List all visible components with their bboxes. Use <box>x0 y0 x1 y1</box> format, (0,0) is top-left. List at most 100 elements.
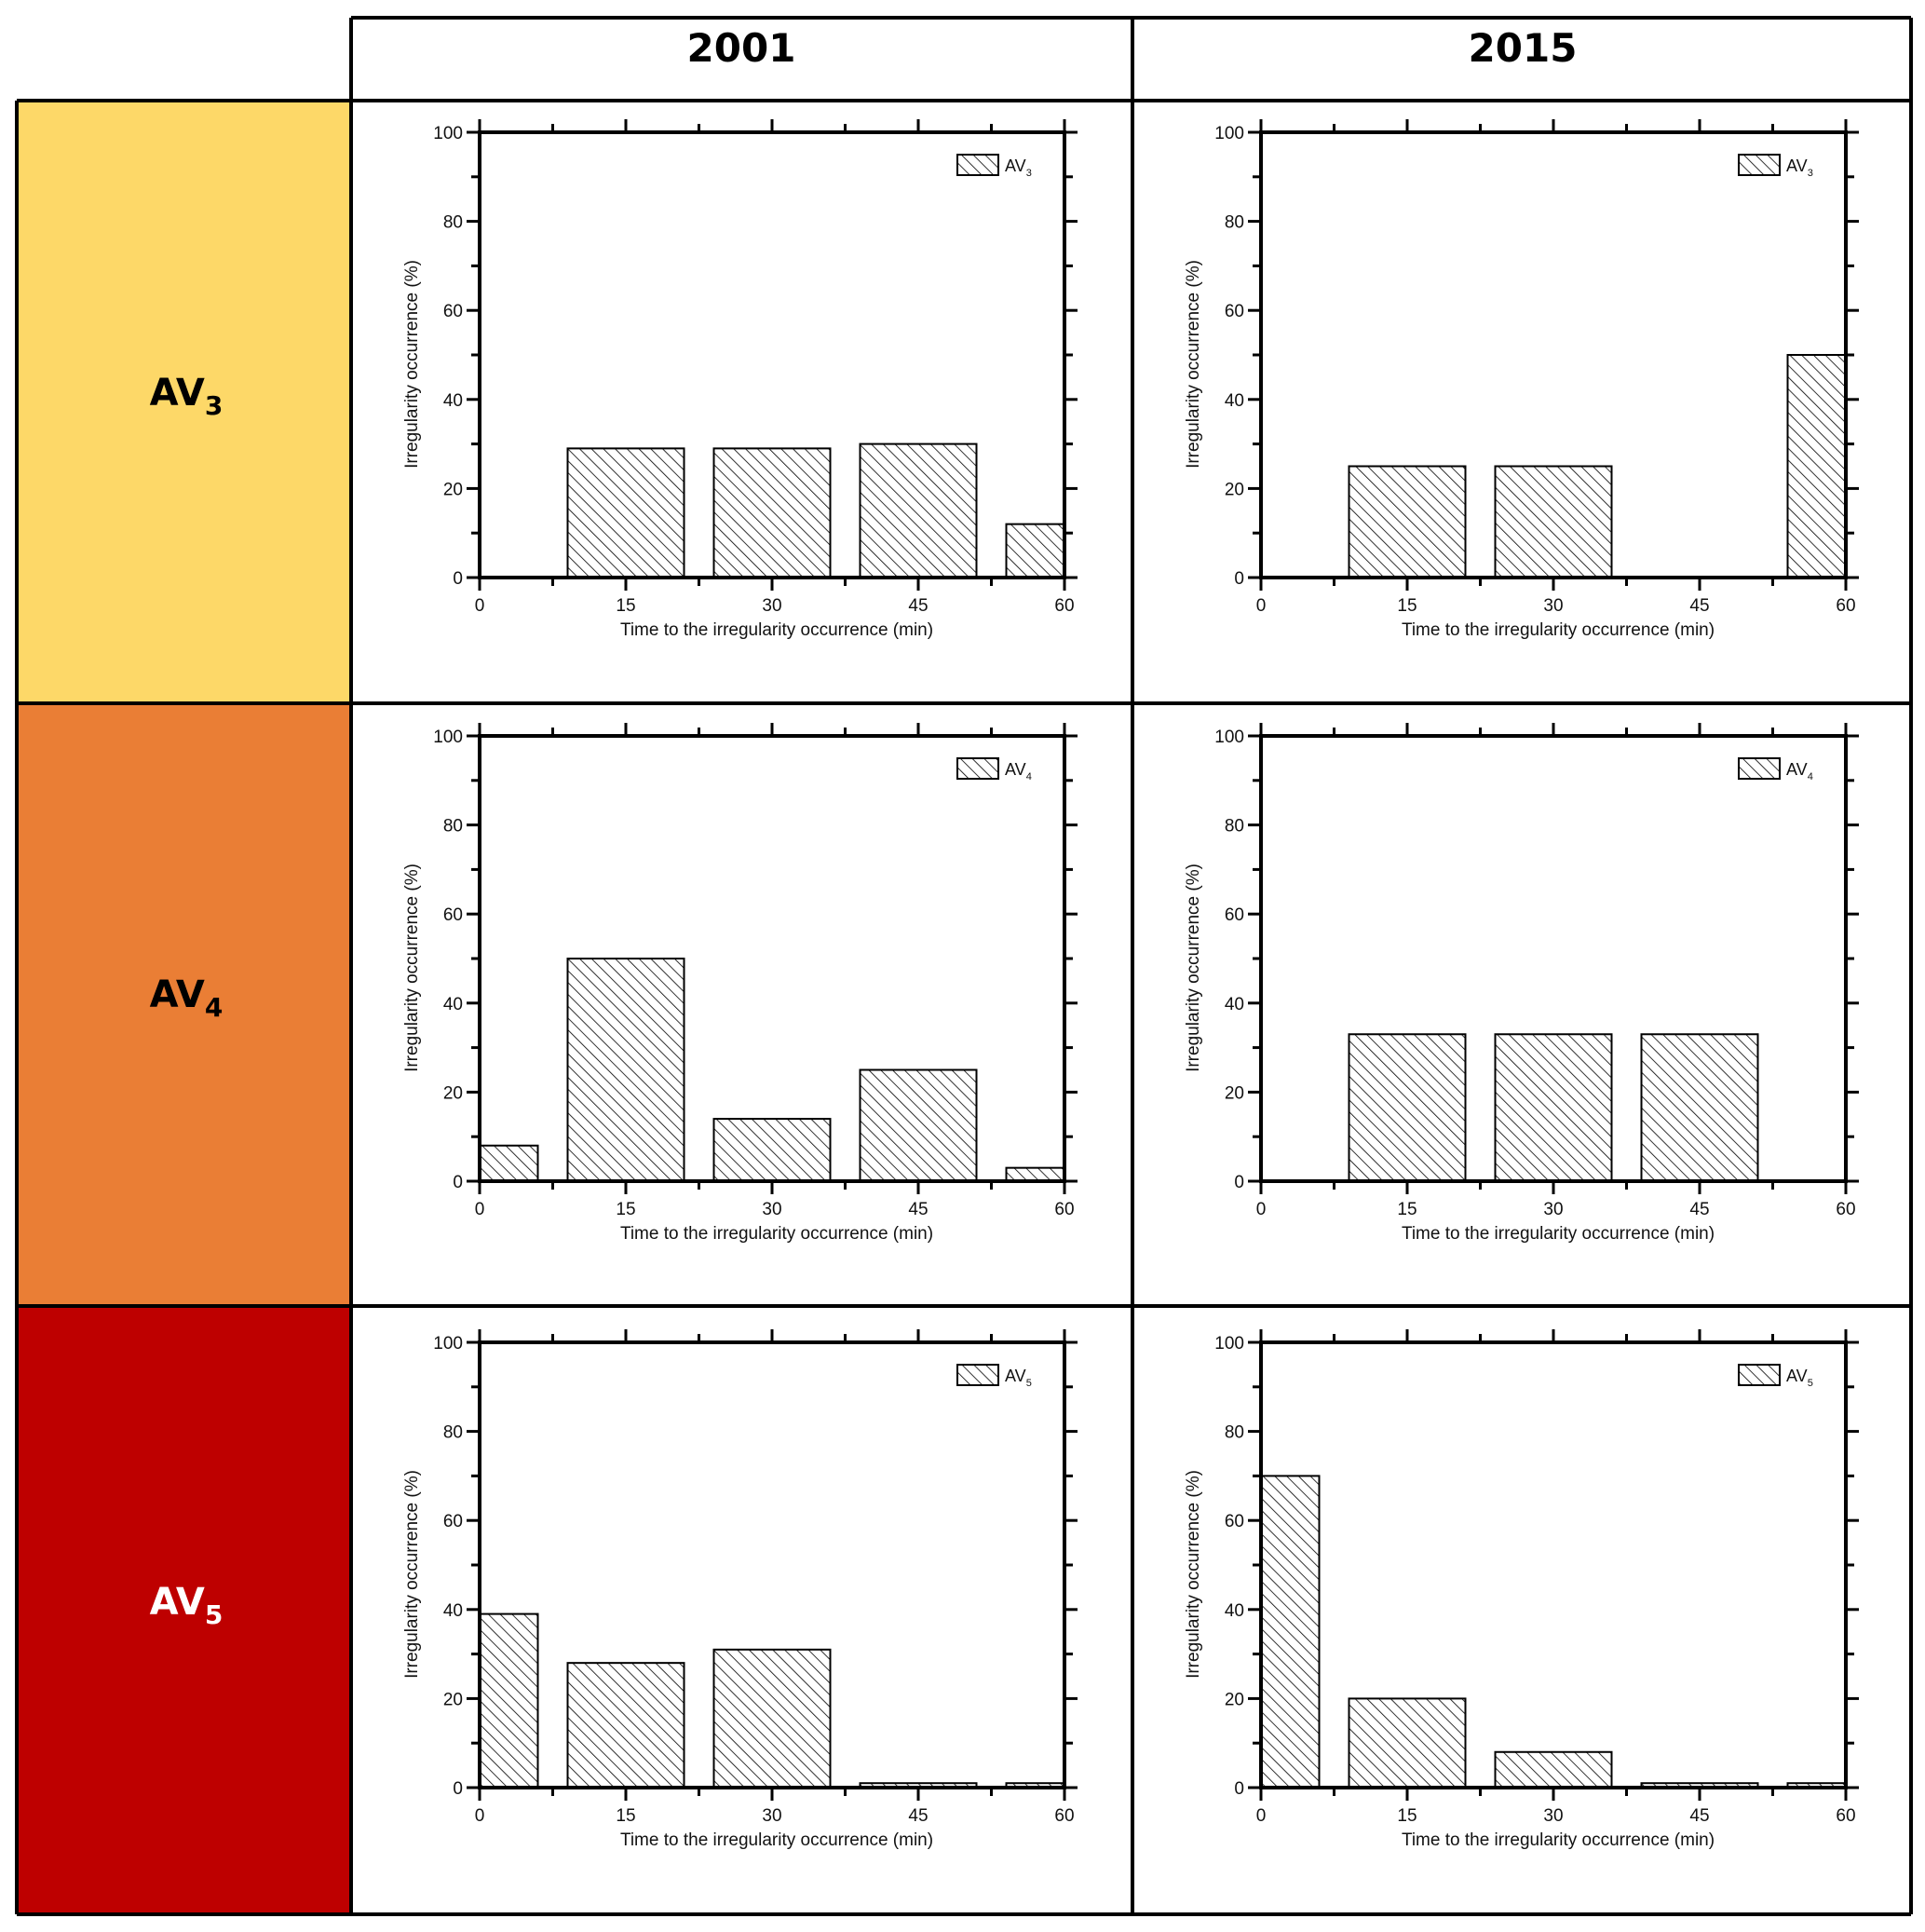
legend-swatch-av3-2001 <box>956 154 999 176</box>
bar-av3-2001-15 <box>566 447 685 578</box>
legend-label-sub-av5-2001: 5 <box>1026 1378 1032 1389</box>
bar-av5-2015-30 <box>1494 1750 1613 1789</box>
y-tick-label-av4-2001-100: 100 <box>433 728 463 747</box>
x-tick-label-av4-2015-45: 45 <box>1689 1200 1709 1219</box>
chart-av5-2001: 0 20 40 60 80 100 0 15 30 45 60 Time to the irregul… <box>402 1329 1078 1850</box>
row-label-av5: AV5 <box>150 1581 224 1630</box>
legend-label-sub-av5-2015: 5 <box>1808 1378 1813 1389</box>
row-label-cell-av3 <box>17 101 351 703</box>
y-tick-label-av3-2015-80: 80 <box>1225 213 1244 233</box>
legend-label-main-av5-2015: AV <box>1786 1367 1808 1385</box>
bar-av3-2015-15 <box>1348 465 1467 578</box>
x-axis-title-av4-2001: Time to the irregularity occurrence (min… <box>620 1224 933 1244</box>
legend-swatch-av5-2015 <box>1738 1364 1781 1386</box>
legend-label-main-av4-2015: AV <box>1786 760 1808 779</box>
x-tick-label-av3-2015-30: 30 <box>1543 596 1563 616</box>
x-tick-label-av5-2001-15: 15 <box>616 1806 635 1826</box>
y-tick-label-av3-2015-40: 40 <box>1225 391 1244 411</box>
x-tick-label-av5-2001-0: 0 <box>475 1806 485 1826</box>
bar-av3-2001-45 <box>859 442 978 578</box>
legend-label-main-av5-2001: AV <box>1005 1367 1026 1385</box>
x-tick-label-av4-2001-30: 30 <box>762 1200 781 1219</box>
row-label-av4-main: AV <box>150 973 205 1016</box>
x-tick-label-av3-2001-15: 15 <box>616 596 635 616</box>
bar-av3-2015-60 <box>1786 354 1847 578</box>
x-axis-title-av5-2015: Time to the irregularity occurrence (min… <box>1402 1830 1715 1850</box>
y-tick-label-av4-2001-20: 20 <box>443 1083 463 1103</box>
y-tick-label-av5-2001-60: 60 <box>443 1512 463 1531</box>
legend-label-av3-2015: AV3 <box>1786 156 1813 179</box>
x-tick-label-av5-2015-30: 30 <box>1543 1806 1563 1826</box>
row-label-av3-main: AV <box>150 372 205 415</box>
x-axis-title-av5-2001: Time to the irregularity occurrence (min… <box>620 1830 933 1850</box>
y-tick-label-av5-2001-80: 80 <box>443 1423 463 1443</box>
y-axis-title-av4-2015: Irregularity occurrence (%) <box>1184 864 1203 1072</box>
y-tick-label-av4-2015-80: 80 <box>1225 817 1244 837</box>
x-axis-title-av4-2015: Time to the irregularity occurrence (min… <box>1402 1224 1715 1244</box>
legend-label-main-av4-2001: AV <box>1005 760 1026 779</box>
y-tick-label-av3-2001-80: 80 <box>443 213 463 233</box>
row-label-av3: AV3 <box>150 372 224 421</box>
y-tick-label-av4-2015-0: 0 <box>1234 1173 1244 1192</box>
row-label-av5-sub: 5 <box>205 1599 223 1630</box>
x-tick-label-av4-2001-0: 0 <box>475 1200 485 1219</box>
bar-av4-2015-30 <box>1494 1033 1613 1183</box>
bar-av5-2001-0 <box>479 1612 539 1789</box>
bar-av4-2001-0 <box>479 1144 539 1183</box>
y-tick-label-av3-2001-100: 100 <box>433 124 463 143</box>
y-axis-title-av3-2001: Irregularity occurrence (%) <box>402 260 422 469</box>
y-tick-label-av5-2001-100: 100 <box>433 1334 463 1354</box>
x-tick-label-av4-2015-15: 15 <box>1397 1200 1417 1219</box>
row-label-av4-sub: 4 <box>205 992 223 1023</box>
row-label-cell-av4 <box>17 703 351 1306</box>
y-axis-title-av4-2001: Irregularity occurrence (%) <box>402 864 422 1072</box>
y-tick-label-av4-2015-20: 20 <box>1225 1083 1244 1103</box>
legend-swatch-av3-2015 <box>1738 154 1781 176</box>
legend-swatch-av5-2001 <box>956 1364 999 1386</box>
legend-label-sub-av3-2015: 3 <box>1808 168 1813 179</box>
y-tick-label-av5-2015-0: 0 <box>1234 1779 1244 1799</box>
y-tick-label-av5-2015-60: 60 <box>1225 1512 1244 1531</box>
y-tick-label-av3-2001-40: 40 <box>443 391 463 411</box>
x-axis-title-av3-2015: Time to the irregularity occurrence (min… <box>1402 620 1715 640</box>
chart-av3-2001: 0 20 40 60 80 100 0 15 30 45 60 Time to the irregul… <box>402 119 1078 640</box>
bar-av4-2001-60 <box>1005 1166 1065 1183</box>
x-tick-label-av3-2015-15: 15 <box>1397 596 1417 616</box>
legend-label-av4-2001: AV4 <box>1005 760 1032 782</box>
x-tick-label-av5-2001-60: 60 <box>1054 1806 1074 1826</box>
y-tick-label-av5-2001-20: 20 <box>443 1690 463 1709</box>
y-tick-label-av4-2001-80: 80 <box>443 817 463 837</box>
y-tick-label-av4-2001-40: 40 <box>443 995 463 1014</box>
y-tick-label-av3-2001-60: 60 <box>443 302 463 321</box>
y-tick-label-av3-2015-100: 100 <box>1214 124 1244 143</box>
y-axis-title-av5-2001: Irregularity occurrence (%) <box>402 1470 422 1679</box>
legend-swatch-av4-2001 <box>956 757 999 780</box>
y-tick-label-av5-2015-80: 80 <box>1225 1423 1244 1443</box>
x-tick-label-av4-2001-45: 45 <box>908 1200 928 1219</box>
bar-av4-2001-30 <box>712 1118 832 1182</box>
y-tick-label-av5-2001-40: 40 <box>443 1601 463 1621</box>
legend-label-main-av3-2001: AV <box>1005 156 1026 175</box>
y-tick-label-av3-2015-60: 60 <box>1225 302 1244 321</box>
x-tick-label-av4-2015-60: 60 <box>1836 1200 1855 1219</box>
bar-av5-2001-30 <box>712 1648 832 1789</box>
x-tick-label-av3-2001-60: 60 <box>1054 596 1074 616</box>
x-tick-label-av4-2001-60: 60 <box>1054 1200 1074 1219</box>
x-axis-title-av3-2001: Time to the irregularity occurrence (min… <box>620 620 933 640</box>
bar-av3-2001-30 <box>712 447 832 578</box>
x-tick-label-av5-2015-15: 15 <box>1397 1806 1417 1826</box>
x-tick-label-av5-2015-60: 60 <box>1836 1806 1855 1826</box>
row-label-av4: AV4 <box>150 973 224 1023</box>
table-borders <box>15 16 1913 1916</box>
y-tick-label-av4-2015-60: 60 <box>1225 905 1244 925</box>
column-header-2001: 2001 <box>687 25 796 71</box>
legend-label-av4-2015: AV4 <box>1786 760 1813 782</box>
y-tick-label-av4-2015-100: 100 <box>1214 728 1244 747</box>
row-label-cell-av5 <box>17 1306 351 1914</box>
x-tick-label-av5-2001-30: 30 <box>762 1806 781 1826</box>
bar-av5-2001-15 <box>566 1662 685 1789</box>
x-tick-label-av3-2001-30: 30 <box>762 596 781 616</box>
chart-av4-2015: 0 20 40 60 80 100 0 15 30 45 60 Time to the irregul… <box>1184 723 1859 1244</box>
